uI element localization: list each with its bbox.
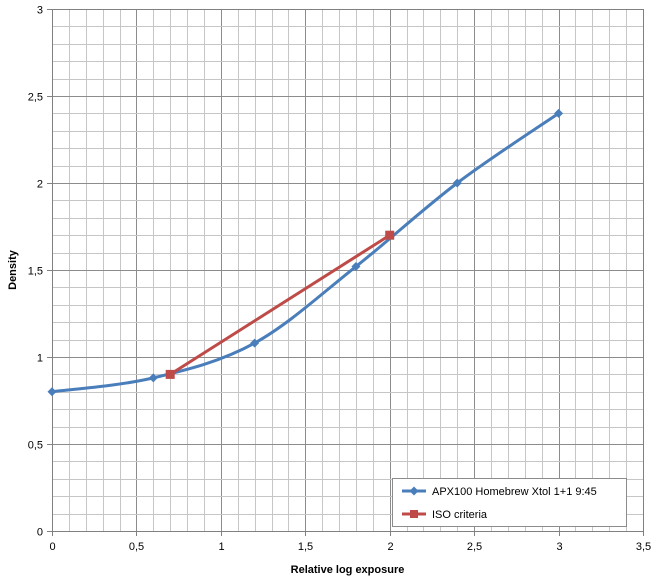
legend-item: ISO criteria <box>402 509 488 521</box>
legend-label: APX100 Homebrew Xtol 1+1 9:45 <box>432 486 597 498</box>
legend-swatch-marker <box>410 510 418 518</box>
legend: APX100 Homebrew Xtol 1+1 9:45 ISO criteri… <box>392 478 627 527</box>
x-tick-label: 1,5 <box>298 541 313 553</box>
x-tick-label: 0,5 <box>129 541 144 553</box>
y-tick-label: 0,5 <box>28 440 43 452</box>
x-tick-label: 2,5 <box>467 541 482 553</box>
legend-label: ISO criteria <box>432 509 488 521</box>
data-point <box>351 262 361 272</box>
y-axis-title: Density <box>7 249 19 290</box>
series-1 <box>47 108 564 397</box>
x-tick-label: 3 <box>556 541 562 553</box>
series-line <box>169 233 391 376</box>
data-point <box>554 108 564 118</box>
y-tick-label: 2,5 <box>28 92 43 104</box>
x-tick-label: 3,5 <box>636 541 651 553</box>
y-tick-label: 2 <box>37 179 43 191</box>
legend-box <box>392 478 627 527</box>
data-point <box>47 387 57 397</box>
data-point <box>452 178 462 188</box>
plot-area <box>52 9 644 532</box>
y-tick-label: 3 <box>37 5 43 17</box>
legend-item: APX100 Homebrew Xtol 1+1 9:45 <box>402 486 597 498</box>
legend-swatch-marker <box>409 486 419 496</box>
x-tick-label: 0 <box>49 541 55 553</box>
y-tick-label: 0 <box>37 527 43 539</box>
y-tick-label: 1,5 <box>28 266 43 278</box>
x-axis-title: Relative log exposure <box>291 564 405 576</box>
series-2 <box>165 230 395 379</box>
data-point <box>165 369 175 379</box>
y-tick-label: 1 <box>37 353 43 365</box>
series-layer <box>47 108 564 397</box>
axes: 0 0,5 1 1,5 2 2,5 3 3,5 0 0,5 1 1,5 2 2,5 3 <box>28 5 651 554</box>
x-tick-label: 2 <box>387 541 393 553</box>
grid <box>52 9 643 531</box>
data-point <box>385 230 395 240</box>
data-point <box>250 338 260 348</box>
data-point <box>148 373 158 383</box>
x-tick-label: 1 <box>218 541 224 553</box>
series-line <box>51 112 560 394</box>
